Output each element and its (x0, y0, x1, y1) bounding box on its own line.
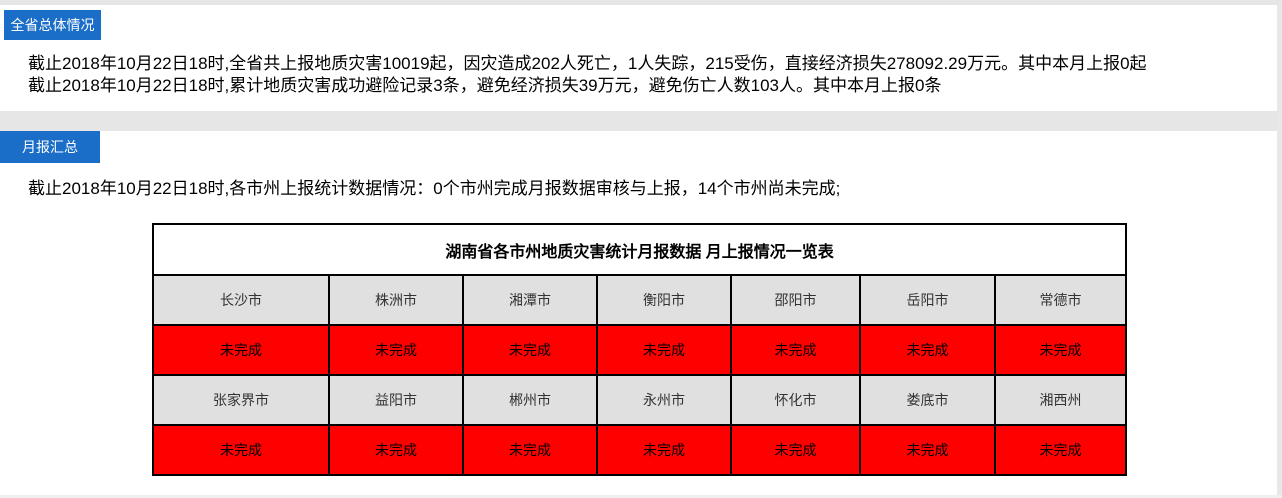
overview-text-block: 截止2018年10月22日18时,全省共上报地质灾害10019起，因灾造成202… (28, 53, 1282, 97)
table-row: 张家界市 益阳市 郴州市 永州市 怀化市 娄底市 湘西州 (152, 374, 1128, 426)
city-cell: 郴州市 (462, 374, 598, 426)
city-cell: 湘潭市 (462, 274, 598, 326)
monthly-section-badge: 月报汇总 (0, 131, 100, 163)
city-cell: 长沙市 (152, 274, 330, 326)
table-title: 湖南省各市州地质灾害统计月报数据 月上报情况一览表 (151, 223, 1128, 276)
table-row: 未完成 未完成 未完成 未完成 未完成 未完成 未完成 (152, 324, 1128, 376)
status-cell: 未完成 (596, 324, 732, 376)
status-cell: 未完成 (462, 324, 598, 376)
city-cell: 张家界市 (152, 374, 330, 426)
right-edge-strip (1277, 5, 1282, 498)
status-cell: 未完成 (859, 324, 996, 376)
status-cell: 未完成 (328, 424, 464, 476)
section-monthly-report: 月报汇总 截止2018年10月22日18时,各市州上报统计数据情况：0个市州完成… (0, 131, 1282, 476)
overview-section-badge: 全省总体情况 (4, 10, 101, 40)
status-cell: 未完成 (462, 424, 598, 476)
overview-line-2: 截止2018年10月22日18时,累计地质灾害成功避险记录3条，避免经济损失39… (28, 76, 942, 95)
city-cell: 娄底市 (859, 374, 996, 426)
section-province-overview: 全省总体情况 截止2018年10月22日18时,全省共上报地质灾害10019起，… (0, 5, 1282, 111)
city-cell: 怀化市 (730, 374, 861, 426)
table-row: 长沙市 株洲市 湘潭市 衡阳市 邵阳市 岳阳市 常德市 (152, 274, 1128, 326)
monthly-line-1: 截止2018年10月22日18时,各市州上报统计数据情况：0个市州完成月报数据审… (28, 179, 841, 198)
status-cell: 未完成 (993, 424, 1128, 476)
status-cell: 未完成 (993, 324, 1128, 376)
section-divider (0, 111, 1282, 131)
table-row: 未完成 未完成 未完成 未完成 未完成 未完成 未完成 (152, 424, 1128, 476)
overview-line-1: 截止2018年10月22日18时,全省共上报地质灾害10019起，因灾造成202… (28, 54, 1147, 73)
status-cell: 未完成 (859, 424, 996, 476)
city-cell: 益阳市 (328, 374, 464, 426)
city-cell: 永州市 (596, 374, 732, 426)
table-title-row: 湖南省各市州地质灾害统计月报数据 月上报情况一览表 (151, 223, 1128, 276)
city-cell: 湘西州 (993, 374, 1128, 426)
city-cell: 常德市 (993, 274, 1128, 326)
city-cell: 邵阳市 (730, 274, 861, 326)
status-cell: 未完成 (730, 424, 861, 476)
city-cell: 衡阳市 (596, 274, 732, 326)
city-cell: 株洲市 (328, 274, 464, 326)
monthly-report-table: 湖南省各市州地质灾害统计月报数据 月上报情况一览表 长沙市 株洲市 湘潭市 衡阳… (151, 223, 1128, 476)
status-cell: 未完成 (152, 324, 330, 376)
status-cell: 未完成 (152, 424, 330, 476)
city-cell: 岳阳市 (859, 274, 996, 326)
monthly-text-block: 截止2018年10月22日18时,各市州上报统计数据情况：0个市州完成月报数据审… (28, 178, 1282, 200)
status-cell: 未完成 (328, 324, 464, 376)
status-cell: 未完成 (596, 424, 732, 476)
status-cell: 未完成 (730, 324, 861, 376)
top-divider (0, 0, 1282, 5)
bottom-divider (0, 495, 1282, 498)
